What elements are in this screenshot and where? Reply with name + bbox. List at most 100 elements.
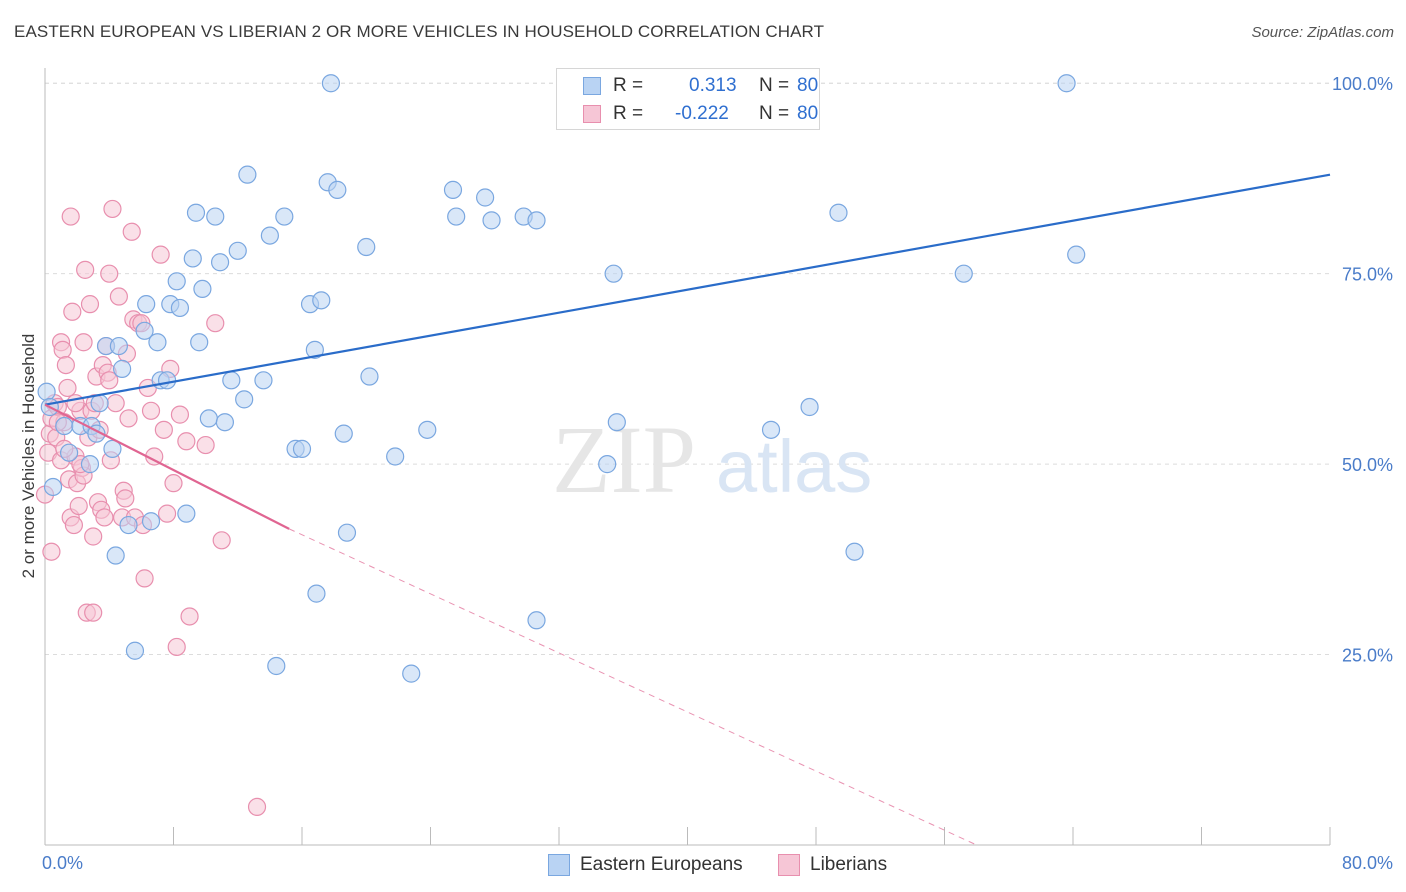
eastern-european-point — [292, 439, 312, 458]
eastern-european-point — [106, 546, 125, 565]
liberian-point — [212, 531, 231, 550]
x-tick-label: 0.0% — [42, 853, 83, 873]
eastern-european-point — [761, 420, 781, 439]
eastern-european-point — [447, 207, 466, 226]
legend-n-value: 80 — [797, 75, 819, 96]
liberian-point — [84, 527, 103, 546]
liberian-point — [109, 287, 128, 306]
trend-lines — [44, 173, 1331, 846]
eastern-european-point — [59, 443, 79, 462]
eastern-european-point — [206, 207, 225, 226]
eastern-european-point — [418, 420, 437, 439]
legend-n-value: 80 — [797, 103, 819, 124]
bottom-legend-label: Liberians — [810, 854, 888, 875]
liberian-trend-line — [44, 403, 290, 530]
liberian-point — [247, 797, 267, 817]
eastern-european-point — [177, 504, 196, 523]
legend-r-value: -0.222 — [675, 103, 729, 124]
eastern-european-point — [321, 74, 341, 93]
eastern-european-point — [167, 272, 186, 291]
eastern-european-point — [337, 523, 357, 542]
eastern-european-point — [37, 382, 56, 401]
legend-swatch-pink — [583, 105, 601, 123]
eastern-european-point — [254, 371, 273, 390]
eastern-european-point — [845, 542, 864, 561]
eastern-european-point — [170, 298, 190, 318]
liberian-point — [63, 302, 82, 321]
liberian-point — [180, 607, 199, 626]
eastern-european-point — [328, 180, 347, 199]
liberian-point — [116, 489, 135, 508]
eastern-european-point — [360, 367, 379, 386]
eastern-european-point — [800, 397, 819, 417]
eastern-european-point — [954, 264, 973, 283]
eastern-european-point — [210, 253, 230, 272]
eastern-european-point — [222, 371, 241, 390]
y-tick-label: 75.0% — [1342, 265, 1393, 285]
liberian-point — [58, 378, 77, 398]
correlation-legend: R = 0.313 N = 80 R = -0.222 N = 80 — [556, 68, 820, 130]
liberian-point — [154, 420, 173, 439]
y-tick-label: 25.0% — [1342, 646, 1393, 666]
liberian-point — [42, 542, 61, 561]
liberian-point — [53, 340, 72, 359]
eastern-european-point — [1057, 74, 1076, 93]
eastern-european-point — [402, 664, 421, 683]
eastern-european-point — [334, 424, 353, 443]
eastern-european-point — [307, 584, 326, 603]
eastern-european-point — [228, 241, 247, 260]
liberian-point — [100, 371, 119, 390]
eastern-european-point — [357, 237, 376, 257]
liberian-point — [76, 260, 95, 279]
tick-labels: 25.0% 50.0% 75.0% 100.0% 0.0% 80.0% — [42, 74, 1393, 873]
bottom-legend-swatch-blue — [548, 854, 570, 876]
eastern-european-point — [482, 211, 501, 230]
eastern-european-point — [476, 188, 495, 207]
eastern-european-point — [183, 249, 202, 268]
eastern-european-point — [137, 295, 156, 314]
eastern-european-point — [112, 359, 132, 378]
liberian-point — [106, 394, 125, 413]
legend-r-value: 0.313 — [689, 75, 737, 96]
eastern-european-point — [598, 455, 617, 474]
liberian-point — [196, 435, 215, 455]
liberian-point — [80, 295, 100, 314]
liberian-point — [170, 405, 190, 424]
liberian-point — [167, 637, 186, 657]
liberian-point — [177, 432, 196, 451]
liberian-point — [206, 314, 225, 333]
chart-title: EASTERN EUROPEAN VS LIBERIAN 2 OR MORE V… — [14, 22, 825, 41]
eastern-european-point — [305, 340, 324, 359]
liberian-trend-extension — [288, 528, 977, 846]
legend-r-label: R = — [613, 75, 644, 96]
y-tick-label: 100.0% — [1332, 74, 1393, 94]
legend-n-label: N = — [759, 103, 790, 124]
eastern-european-point — [148, 333, 167, 352]
eastern-european-point — [312, 291, 331, 310]
eastern-european-point — [186, 203, 206, 222]
eastern-european-point — [604, 264, 623, 283]
eastern-european-point — [80, 455, 100, 474]
eastern-european-point — [141, 512, 161, 531]
eastern-european-point — [386, 447, 405, 466]
eastern-european-point — [1067, 245, 1086, 264]
liberian-point — [61, 207, 80, 226]
liberian-point — [164, 474, 183, 493]
liberian-point — [122, 222, 141, 241]
liberian-point — [119, 409, 138, 428]
bottom-legend-label: Eastern Europeans — [580, 854, 743, 875]
eastern-european-point — [238, 165, 257, 184]
eastern-european-point — [275, 207, 294, 226]
liberian-point — [151, 245, 170, 264]
eastern-european-point — [109, 336, 128, 356]
eastern-european-point — [199, 409, 218, 428]
eastern-european-point — [190, 333, 209, 352]
eastern-european-point — [125, 641, 145, 660]
watermark-atlas: atlas — [716, 425, 872, 508]
eastern-european-point — [55, 416, 74, 436]
eastern-european-point — [443, 180, 463, 199]
eastern-european-point — [119, 515, 138, 535]
liberian-point — [95, 508, 114, 527]
eastern-european-trend-line — [44, 173, 1331, 406]
eastern-european-point — [157, 371, 177, 390]
